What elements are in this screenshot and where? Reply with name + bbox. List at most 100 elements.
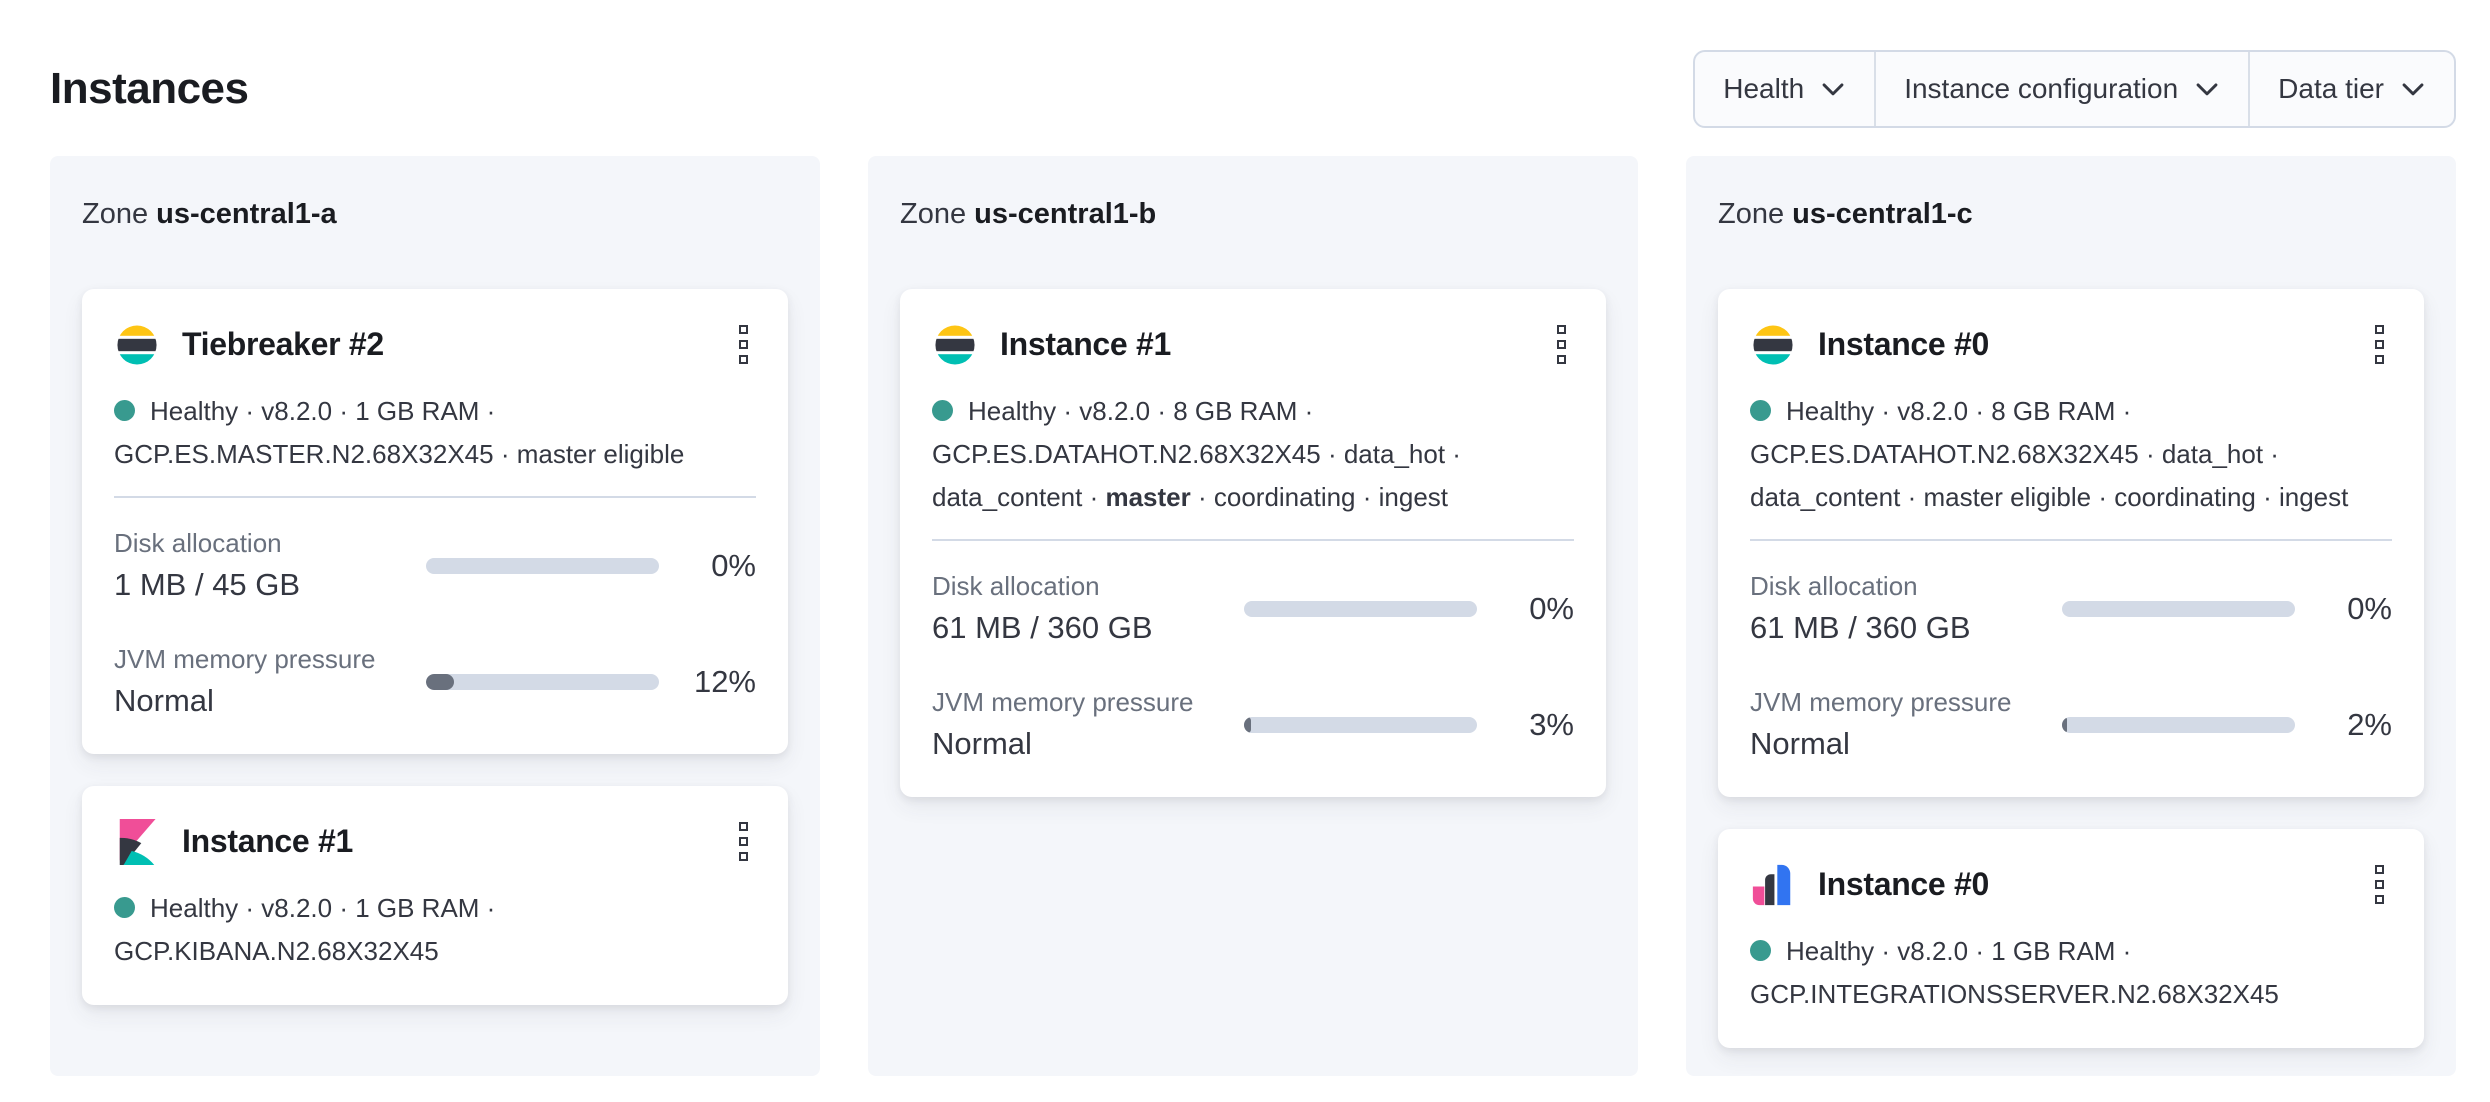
stat-label: JVM memory pressure xyxy=(1750,687,2012,717)
elasticsearch-logo xyxy=(1750,322,1796,368)
progress-bar xyxy=(426,558,659,574)
stat-text: JVM memory pressure Normal xyxy=(932,685,1244,765)
meta-segment: GCP.ES.DATAHOT.N2.68X32X45 xyxy=(1750,439,2139,469)
filter-health-label: Health xyxy=(1723,73,1805,104)
instance-title: Instance #0 xyxy=(1818,326,1990,362)
progress-bar xyxy=(426,674,659,690)
elasticsearch-logo xyxy=(932,322,978,368)
chevron-down-icon xyxy=(2194,76,2220,102)
instance-actions-button[interactable] xyxy=(731,319,756,370)
instance-title: Instance #0 xyxy=(1818,866,1990,902)
stat-row: JVM memory pressure Normal 3% xyxy=(932,685,1574,765)
meta-segment: coordinating xyxy=(2114,482,2256,512)
card-divider xyxy=(1750,539,2392,541)
stat-percent: 12% xyxy=(693,664,756,699)
filter-health[interactable]: Health xyxy=(1695,52,1874,126)
stat-text: Disk allocation 1 MB / 45 GB xyxy=(114,526,426,606)
instance-title: Instance #1 xyxy=(1000,326,1172,362)
instance-actions-button[interactable] xyxy=(1549,319,1574,370)
instance-card: Instance #0 Healthy · v8.2.0 · 8 GB RAM … xyxy=(1718,289,2424,797)
stat-label: Disk allocation xyxy=(114,528,282,558)
health-status-dot xyxy=(1750,400,1771,421)
boxes-vertical-icon xyxy=(2375,880,2384,889)
instance-actions-button[interactable] xyxy=(2367,859,2392,910)
stat-value: Normal xyxy=(1750,726,1850,761)
stat-percent: 0% xyxy=(1529,591,1574,626)
boxes-vertical-icon xyxy=(2375,355,2384,364)
stat-row: Disk allocation 61 MB / 360 GB 0% xyxy=(932,569,1574,649)
zone-label-prefix: Zone xyxy=(900,198,975,230)
meta-segment: v8.2.0 xyxy=(1897,396,1969,426)
boxes-vertical-icon xyxy=(2375,865,2384,874)
elasticsearch-logo xyxy=(114,322,160,368)
progress-bar xyxy=(1244,601,1477,617)
zone-label-prefix: Zone xyxy=(82,198,157,230)
meta-segment: ingest xyxy=(2278,482,2349,512)
stat-text: JVM memory pressure Normal xyxy=(1750,685,2062,765)
card-divider xyxy=(114,496,756,498)
boxes-vertical-icon xyxy=(739,837,748,846)
meta-segment: Healthy xyxy=(150,893,239,923)
health-status-dot xyxy=(114,400,135,421)
meta-segment: coordinating xyxy=(1213,482,1356,512)
meta-segment: 1 GB RAM xyxy=(355,893,480,923)
instance-actions-button[interactable] xyxy=(731,816,756,867)
stat-row: JVM memory pressure Normal 2% xyxy=(1750,685,2392,765)
meta-segment: master eligible xyxy=(1923,482,2092,512)
meta-line: data_content · master · coordinating · i… xyxy=(932,482,1449,512)
zone-name: us-central1-c xyxy=(1792,198,1973,230)
meta-line: Healthy · v8.2.0 · 8 GB RAM · xyxy=(932,390,1574,433)
meta-line: GCP.INTEGRATIONSSERVER.N2.68X32X45 xyxy=(1750,973,2392,1016)
boxes-vertical-icon xyxy=(1557,355,1566,364)
zone-panel: Zone us-central1-b Instance #1 Healthy ·… xyxy=(868,156,1638,1076)
meta-segment: data_content xyxy=(1750,482,1901,512)
instance-card: Instance #1 Healthy · v8.2.0 · 1 GB RAM … xyxy=(82,786,788,1005)
stat-label: JVM memory pressure xyxy=(114,644,376,674)
meta-segment: master xyxy=(1105,482,1191,512)
boxes-vertical-icon xyxy=(739,325,748,334)
filter-group: Health Instance configuration Data tier xyxy=(1693,50,2456,128)
stat-row: JVM memory pressure Normal 12% xyxy=(114,642,756,722)
filter-data-tier[interactable]: Data tier xyxy=(2248,52,2454,126)
stat-label: JVM memory pressure xyxy=(932,687,1194,717)
instance-card-header: Instance #0 xyxy=(1750,859,2392,910)
integrations-server-logo xyxy=(1750,862,1796,908)
boxes-vertical-icon xyxy=(1557,340,1566,349)
stat-value: Normal xyxy=(932,726,1032,761)
instance-meta: Healthy · v8.2.0 · 1 GB RAM · GCP.INTEGRA… xyxy=(1750,930,2392,1016)
meta-segment: Healthy xyxy=(1786,936,1875,966)
instance-card: Instance #0 Healthy · v8.2.0 · 1 GB RAM … xyxy=(1718,829,2424,1048)
instance-meta: Healthy · v8.2.0 · 8 GB RAM · GCP.ES.DATA… xyxy=(932,390,1574,519)
instance-card: Instance #1 Healthy · v8.2.0 · 8 GB RAM … xyxy=(900,289,1606,797)
meta-segment: GCP.INTEGRATIONSSERVER.N2.68X32X45 xyxy=(1750,979,2279,1009)
filter-instance-configuration[interactable]: Instance configuration xyxy=(1874,52,2248,126)
meta-segment: v8.2.0 xyxy=(1079,396,1151,426)
zone-panel: Zone us-central1-c Instance #0 Healthy ·… xyxy=(1686,156,2456,1076)
instance-title: Tiebreaker #2 xyxy=(182,326,384,362)
instance-actions-button[interactable] xyxy=(2367,319,2392,370)
page-header: Instances Health Instance configuration … xyxy=(0,0,2490,128)
progress-bar xyxy=(2062,601,2295,617)
zone-label: Zone us-central1-b xyxy=(900,198,1606,231)
meta-line: GCP.ES.MASTER.N2.68X32X45 · master eligi… xyxy=(114,439,685,469)
zone-label: Zone us-central1-a xyxy=(82,198,788,231)
meta-segment: Healthy xyxy=(1786,396,1875,426)
page-title: Instances xyxy=(50,64,249,113)
progress-bar xyxy=(2062,717,2295,733)
meta-segment: v8.2.0 xyxy=(1897,936,1969,966)
meta-segment: v8.2.0 xyxy=(261,396,333,426)
filter-instance-configuration-label: Instance configuration xyxy=(1904,73,2179,104)
zones-grid: Zone us-central1-a Tiebreaker #2 Healthy… xyxy=(50,156,2456,1076)
progress-bar-fill xyxy=(426,674,454,690)
meta-segment: master eligible xyxy=(516,439,685,469)
instance-title: Instance #1 xyxy=(182,823,354,859)
meta-line: Healthy · v8.2.0 · 1 GB RAM · xyxy=(114,887,756,930)
zone-label-prefix: Zone xyxy=(1718,198,1793,230)
stat-text: Disk allocation 61 MB / 360 GB xyxy=(1750,569,2062,649)
boxes-vertical-icon xyxy=(739,852,748,861)
instance-card-header: Tiebreaker #2 xyxy=(114,319,756,370)
chevron-down-icon xyxy=(2400,76,2426,102)
meta-segment: 1 GB RAM xyxy=(355,396,480,426)
meta-segment: GCP.ES.MASTER.N2.68X32X45 xyxy=(114,439,494,469)
instance-meta: Healthy · v8.2.0 · 8 GB RAM · GCP.ES.DATA… xyxy=(1750,390,2392,519)
